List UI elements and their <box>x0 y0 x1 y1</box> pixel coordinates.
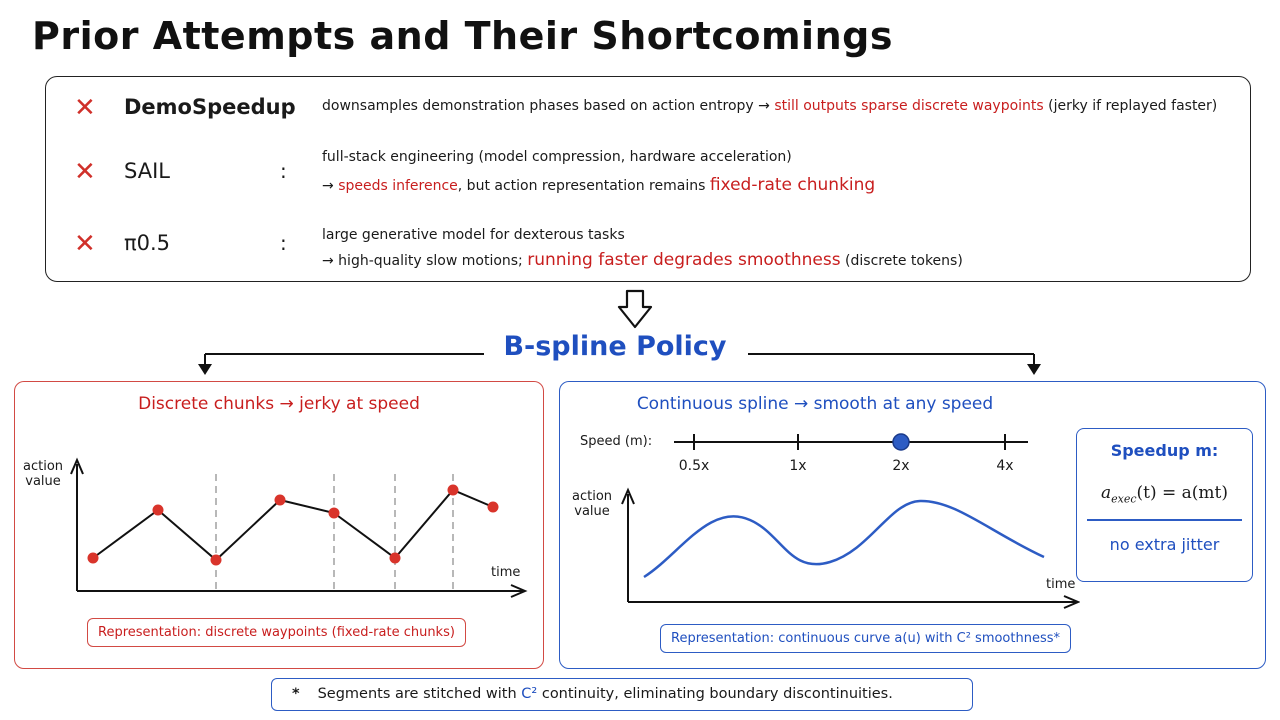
method-name: SAIL <box>124 159 170 183</box>
footnote-star: * <box>292 686 300 702</box>
waypoint <box>389 552 401 564</box>
method-description: full-stack engineering (model compressio… <box>322 149 876 195</box>
waypoint <box>210 554 222 566</box>
y-axis-arrowhead-icon <box>70 457 84 475</box>
cross-icon: ✕ <box>74 229 96 259</box>
x-axis-arrowhead-icon <box>510 584 528 598</box>
continuous-spline-panel: Continuous spline → smooth at any speed … <box>559 381 1266 669</box>
branch-arrows <box>198 353 1041 375</box>
colon: : <box>280 231 287 255</box>
prior-attempts-box: ✕ DemoSpeedup : downsamples demonstratio… <box>45 76 1251 282</box>
waypoint-path <box>92 488 494 562</box>
y-axis-label: action value <box>572 489 613 519</box>
cross-icon: ✕ <box>74 157 96 187</box>
speed-tick-label: 1x <box>789 458 807 474</box>
discrete-waypoints-chart <box>70 457 528 598</box>
speedup-title: Speedup m: <box>1110 441 1219 460</box>
method-description: large generative model for dexterous tas… <box>322 227 963 270</box>
waypoint <box>487 501 499 513</box>
waypoint <box>328 507 340 519</box>
page-title: Prior Attempts and Their Shortcomings <box>32 14 893 58</box>
colon: : <box>280 159 287 183</box>
x-axis-label: time <box>1046 577 1076 592</box>
method-name: DemoSpeedup <box>124 95 296 119</box>
waypoint <box>87 552 99 564</box>
speed-label: Speed (m): <box>580 434 653 449</box>
colon: : <box>280 95 287 119</box>
discrete-chunks-panel: Discrete chunks → jerky at speed action … <box>14 381 544 669</box>
panel-heading: Discrete chunks → jerky at speed <box>138 394 420 414</box>
policy-title: B-spline Policy <box>503 331 727 362</box>
waypoint <box>152 504 164 516</box>
formula-divider <box>1087 519 1242 521</box>
y-axis-arrowhead-icon <box>621 487 635 505</box>
x-axis-label: time <box>491 565 521 580</box>
method-name: π0.5 <box>124 231 171 255</box>
no-jitter-note: no extra jitter <box>1109 535 1220 554</box>
spline-curve <box>643 499 1045 579</box>
x-axis-arrowhead-icon <box>1063 595 1080 609</box>
speedup-formula-box: Speedup m: aexec(t) = a(mt) no extra jit… <box>1076 428 1253 582</box>
speed-tick-label: 4x <box>996 458 1014 474</box>
waypoint <box>274 494 286 506</box>
y-axis-label: action value <box>23 459 64 489</box>
down-arrow-icon <box>617 289 653 329</box>
cross-icon: ✕ <box>74 93 96 123</box>
method-description: downsamples demonstration phases based o… <box>322 98 1218 114</box>
arrowhead-right-icon <box>1027 364 1041 375</box>
speed-tick-label: 0.5x <box>678 458 710 474</box>
representation-label: Representation: discrete waypoints (fixe… <box>87 618 466 647</box>
panel-heading: Continuous spline → smooth at any speed <box>636 394 994 414</box>
arrowhead-left-icon <box>198 364 212 375</box>
speed-slider[interactable] <box>670 430 1030 454</box>
continuous-spline-chart <box>621 487 1080 609</box>
speedup-formula: aexec(t) = a(mt) <box>1100 483 1229 506</box>
waypoint <box>447 484 459 496</box>
speed-selected-marker <box>892 433 910 451</box>
footnote: * Segments are stitched with C² continuit… <box>271 678 973 711</box>
representation-label: Representation: continuous curve a(u) wi… <box>660 624 1072 653</box>
speed-tick-label: 2x <box>892 458 910 474</box>
